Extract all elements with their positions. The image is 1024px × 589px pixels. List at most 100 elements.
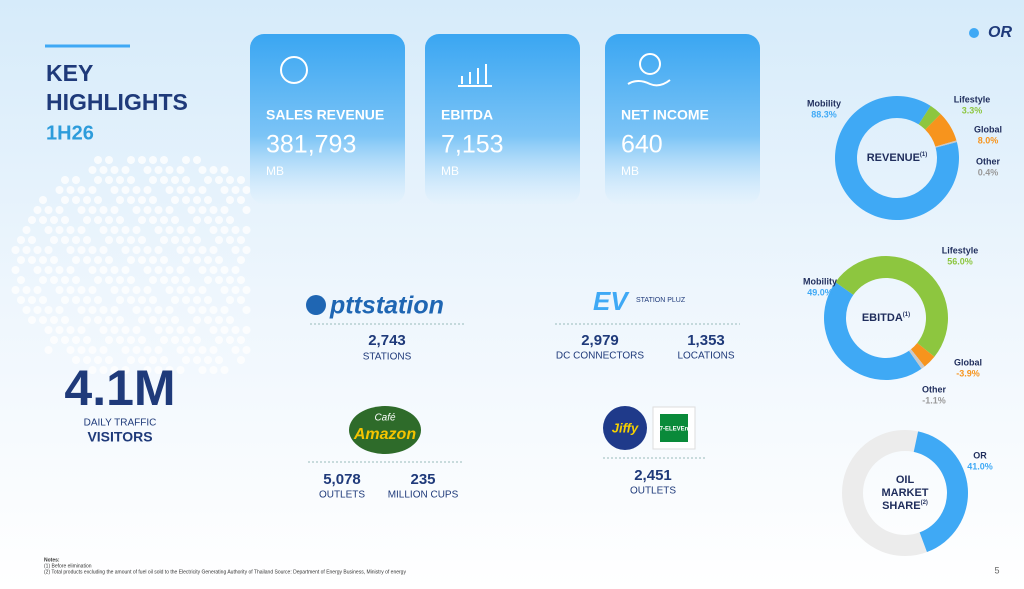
traffic-label: VISITORS [87, 429, 152, 445]
pattern-dot [61, 336, 69, 344]
segment-value: -1.1% [922, 395, 946, 405]
pattern-dot [215, 356, 223, 364]
pattern-dot [72, 356, 80, 364]
pattern-dot [242, 206, 251, 214]
pattern-dot [231, 246, 240, 254]
pattern-dot [50, 276, 58, 284]
pattern-dot [99, 206, 108, 214]
pattern-dot [226, 236, 234, 244]
pattern-dot [226, 276, 234, 284]
pattern-dot [171, 276, 179, 284]
kpi-card: SALES REVENUE 381,793 MB [250, 34, 405, 204]
kpi-label: NET INCOME [621, 107, 709, 123]
brand-sub: STATION PLUZ [636, 297, 686, 304]
kpi-label: EBITDA [441, 107, 493, 123]
pattern-dot [198, 346, 207, 354]
pattern-dot [61, 196, 69, 204]
pattern-dot [138, 356, 146, 364]
pattern-dot [66, 326, 75, 334]
segment-label: Global [974, 124, 1002, 134]
title: HIGHLIGHTS [46, 89, 188, 115]
pattern-dot [165, 306, 174, 314]
pattern-dot [193, 356, 201, 364]
pattern-dot [149, 316, 157, 324]
pattern-dot [209, 246, 218, 254]
pattern-dot [198, 306, 207, 314]
pattern-dot [77, 246, 86, 254]
pattern-dot [138, 216, 146, 224]
pattern-dot [143, 306, 152, 314]
pattern-dot [99, 266, 108, 274]
pattern-dot [72, 236, 80, 244]
donut-segment [823, 282, 922, 381]
pattern-dot [242, 186, 251, 194]
pattern-dot [209, 346, 218, 354]
pattern-dot [204, 176, 212, 184]
pattern-dot [204, 356, 212, 364]
pattern-dot [50, 316, 58, 324]
pattern-dot [11, 246, 20, 254]
donut-title-note: (2) [921, 500, 928, 506]
pattern-dot [110, 226, 119, 234]
segment-value: 49.0% [807, 287, 833, 297]
segment-value: 8.0% [978, 135, 999, 145]
pattern-dot [204, 296, 212, 304]
pattern-dot [149, 196, 157, 204]
pattern-dot [22, 246, 31, 254]
pattern-dot [209, 266, 218, 274]
pattern-dot [215, 256, 223, 264]
pattern-dot [110, 166, 119, 174]
pattern-dot [143, 286, 152, 294]
pattern-dot [121, 186, 130, 194]
pattern-dot [237, 296, 245, 304]
logo-mark [969, 28, 979, 38]
donut-title: MARKET [881, 487, 928, 499]
pattern-dot [176, 346, 185, 354]
traffic-label: DAILY TRAFFIC [84, 418, 157, 429]
pattern-dot [165, 286, 174, 294]
pattern-dot [193, 296, 201, 304]
pattern-dot [176, 226, 185, 234]
stat-label: STATIONS [363, 352, 412, 363]
pattern-dot [44, 206, 53, 214]
pattern-dot [182, 296, 190, 304]
pattern-dot [242, 286, 251, 294]
pattern-dot [215, 176, 223, 184]
pattern-dot [220, 286, 229, 294]
pattern-dot [176, 326, 185, 334]
pattern-dot [160, 336, 168, 344]
pattern-dot [231, 346, 240, 354]
pattern-dot [165, 166, 174, 174]
pattern-dot [127, 236, 135, 244]
pattern-dot [94, 196, 102, 204]
pattern-dot [94, 256, 102, 264]
kpi-unit: MB [266, 164, 284, 178]
pattern-dot [83, 356, 91, 364]
pattern-dot [204, 196, 212, 204]
pattern-dot [28, 216, 36, 224]
pattern-dot [132, 206, 141, 214]
pattern-dot [55, 186, 64, 194]
donut-segment [913, 431, 969, 553]
pattern-dot [77, 186, 86, 194]
pattern-dot [171, 196, 179, 204]
pattern-dot [17, 236, 25, 244]
pattern-dot [50, 236, 58, 244]
pattern-dot [132, 186, 141, 194]
pattern-dot [138, 196, 146, 204]
pattern-dot [143, 206, 152, 214]
note: (1) Before elimination [44, 563, 92, 569]
pattern-dot [171, 216, 179, 224]
pattern-dot [149, 356, 157, 364]
pattern-dot [127, 176, 135, 184]
donut-title-text: MARKET [881, 487, 928, 499]
pattern-dot [154, 266, 163, 274]
page-number: 5 [994, 565, 999, 575]
pattern-dot [187, 306, 196, 314]
pattern-dot [182, 156, 190, 164]
pattern-dot [176, 186, 185, 194]
pattern-dot [138, 316, 146, 324]
segment-value: 3.3% [962, 105, 983, 115]
